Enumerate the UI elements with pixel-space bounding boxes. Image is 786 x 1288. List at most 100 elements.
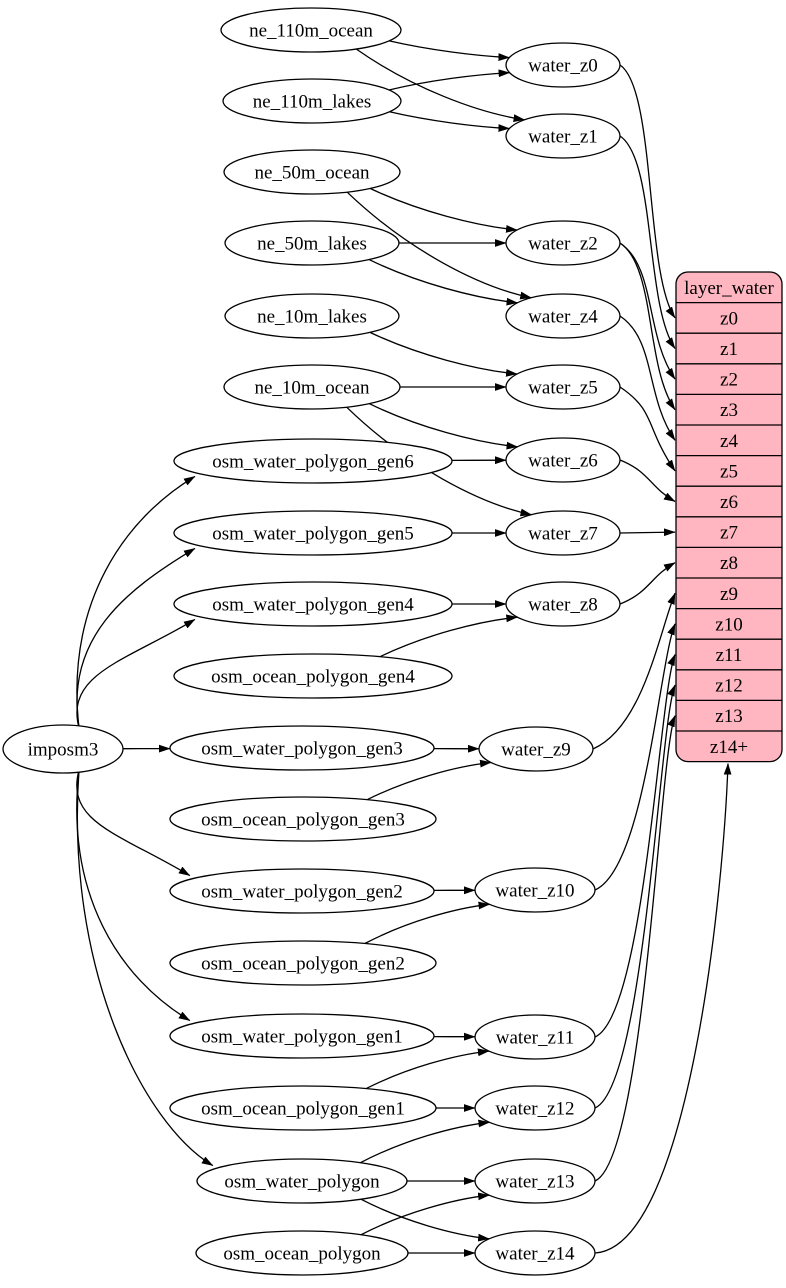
edge-osm_water_polygon-water_z14: [361, 1199, 489, 1239]
edge-ne_10m_ocean-water_z6: [369, 404, 517, 447]
node-label-osm_ocean_polygon_gen2: osm_ocean_polygon_gen2: [201, 954, 405, 975]
node-water_z2: water_z2: [506, 221, 620, 265]
node-osm_water_polygon_gen4: osm_water_polygon_gen4: [174, 582, 452, 626]
node-osm_ocean_polygon: osm_ocean_polygon: [196, 1231, 408, 1275]
node-ne_110m_ocean: ne_110m_ocean: [221, 8, 401, 52]
record-row-z8: z8: [720, 553, 738, 574]
node-osm_water_polygon_gen1: osm_water_polygon_gen1: [170, 1014, 434, 1058]
edge-osm_ocean_polygon-water_z13: [361, 1195, 489, 1235]
node-osm_ocean_polygon_gen3: osm_ocean_polygon_gen3: [170, 797, 436, 841]
node-osm_water_polygon_gen5: osm_water_polygon_gen5: [174, 511, 452, 555]
edge-water_z12-row-z12: [595, 685, 675, 1108]
node-osm_ocean_polygon_gen1: osm_ocean_polygon_gen1: [170, 1086, 436, 1130]
node-ne_50m_lakes: ne_50m_lakes: [225, 221, 399, 265]
edge-ne_110m_lakes-water_z1: [390, 112, 510, 129]
node-label-water_z10: water_z10: [495, 881, 574, 902]
edge-ne_50m_lakes-water_z4: [369, 260, 517, 303]
record-row-z0: z0: [720, 308, 738, 329]
node-label-osm_water_polygon_gen4: osm_water_polygon_gen4: [212, 595, 414, 616]
node-osm_water_polygon_gen2: osm_water_polygon_gen2: [170, 869, 434, 913]
edge-water_z2-row-z2: [620, 243, 675, 379]
node-label-ne_50m_ocean: ne_50m_ocean: [254, 163, 370, 184]
node-label-osm_water_polygon_gen3: osm_water_polygon_gen3: [201, 739, 403, 760]
node-label-osm_water_polygon_gen5: osm_water_polygon_gen5: [212, 524, 414, 545]
node-label-water_z6: water_z6: [528, 451, 598, 472]
node-label-water_z13: water_z13: [495, 1172, 574, 1193]
edge-ne_50m_ocean-water_z2: [370, 189, 517, 231]
edge-water_z4-row-z4: [620, 316, 675, 440]
node-label-water_z2: water_z2: [528, 234, 598, 255]
node-label-water_z1: water_z1: [528, 127, 598, 148]
node-label-water_z14: water_z14: [495, 1244, 575, 1265]
node-label-ne_10m_lakes: ne_10m_lakes: [257, 307, 367, 328]
node-water_z9: water_z9: [479, 727, 593, 771]
edge-water_z8-row-z8: [620, 563, 675, 604]
edge-water_z10-row-z10: [595, 624, 675, 890]
node-osm_water_polygon: osm_water_polygon: [197, 1159, 407, 1203]
edge-osm_ocean_polygon_gen1-water_z11: [366, 1051, 489, 1089]
record-row-z4: z4: [720, 431, 738, 452]
node-water_z6: water_z6: [506, 438, 620, 482]
node-water_z1: water_z1: [506, 114, 620, 158]
node-water_z10: water_z10: [475, 868, 595, 912]
record-row-z1: z1: [720, 339, 738, 360]
node-label-water_z9: water_z9: [501, 740, 571, 761]
node-label-imposm3: imposm3: [28, 740, 99, 761]
record-title: layer_water: [684, 278, 774, 299]
record-row-z7: z7: [720, 523, 738, 544]
node-label-osm_water_polygon_gen2: osm_water_polygon_gen2: [201, 882, 403, 903]
node-label-water_z5: water_z5: [528, 378, 598, 399]
node-label-ne_110m_ocean: ne_110m_ocean: [249, 21, 373, 42]
node-imposm3: imposm3: [3, 725, 123, 773]
edge-water_z7-row-z7: [620, 532, 675, 533]
node-water_z0: water_z0: [506, 43, 620, 87]
edge-osm_ocean_polygon_gen2-water_z10: [365, 904, 490, 943]
node-label-water_z7: water_z7: [528, 524, 598, 545]
edge-water_z6-row-z6: [620, 460, 675, 502]
node-water_z5: water_z5: [506, 365, 620, 409]
node-water_z4: water_z4: [506, 294, 620, 338]
node-osm_water_polygon_gen3: osm_water_polygon_gen3: [170, 726, 434, 770]
edge-osm_ocean_polygon_gen4-water_z8: [380, 617, 517, 657]
node-label-ne_50m_lakes: ne_50m_lakes: [257, 234, 367, 255]
node-osm_ocean_polygon_gen4: osm_ocean_polygon_gen4: [174, 654, 452, 698]
node-label-water_z8: water_z8: [528, 595, 598, 616]
node-water_z8: water_z8: [506, 582, 620, 626]
edge-osm_ocean_polygon_gen3-water_z9: [367, 763, 491, 800]
record-row-z11: z11: [716, 645, 743, 666]
edge-osm_water_polygon-water_z12: [360, 1122, 489, 1162]
node-label-osm_water_polygon_gen6: osm_water_polygon_gen6: [212, 452, 414, 473]
node-label-ne_110m_lakes: ne_110m_lakes: [253, 92, 372, 113]
node-label-osm_ocean_polygon_gen3: osm_ocean_polygon_gen3: [201, 810, 405, 831]
edge-water_z2-row-z3: [620, 243, 675, 410]
node-water_z14: water_z14: [475, 1231, 595, 1275]
node-label-osm_water_polygon_gen1: osm_water_polygon_gen1: [201, 1027, 403, 1048]
edges: [77, 41, 728, 1253]
record-row-z14+: z14+: [710, 737, 748, 758]
record-row-z2: z2: [720, 370, 738, 391]
record-row-z10: z10: [715, 614, 742, 635]
node-ne_50m_ocean: ne_50m_ocean: [224, 150, 400, 194]
node-osm_ocean_polygon_gen2: osm_ocean_polygon_gen2: [170, 941, 436, 985]
edge-ne_10m_lakes-water_z5: [370, 332, 517, 374]
record-row-z13: z13: [715, 706, 742, 727]
node-label-osm_ocean_polygon: osm_ocean_polygon: [223, 1244, 381, 1265]
node-ne_10m_lakes: ne_10m_lakes: [225, 294, 399, 338]
node-label-osm_ocean_polygon_gen4: osm_ocean_polygon_gen4: [211, 667, 415, 688]
node-label-osm_ocean_polygon_gen1: osm_ocean_polygon_gen1: [201, 1099, 405, 1120]
record-row-z6: z6: [720, 492, 738, 513]
record-row-z3: z3: [720, 400, 738, 421]
node-ne_110m_lakes: ne_110m_lakes: [223, 79, 401, 123]
node-label-water_z12: water_z12: [495, 1099, 574, 1120]
edge-water_z0-row-z0: [620, 65, 675, 318]
node-label-ne_10m_ocean: ne_10m_ocean: [254, 378, 370, 399]
record-row-z12: z12: [715, 676, 742, 697]
record-row-z9: z9: [720, 584, 738, 605]
node-label-water_z11: water_z11: [496, 1028, 574, 1049]
node-label-water_z0: water_z0: [528, 56, 598, 77]
edge-imposm3-osm_water_polygon_gen5: [77, 548, 195, 728]
node-water_z12: water_z12: [475, 1086, 595, 1130]
node-ne_10m_ocean: ne_10m_ocean: [224, 365, 400, 409]
